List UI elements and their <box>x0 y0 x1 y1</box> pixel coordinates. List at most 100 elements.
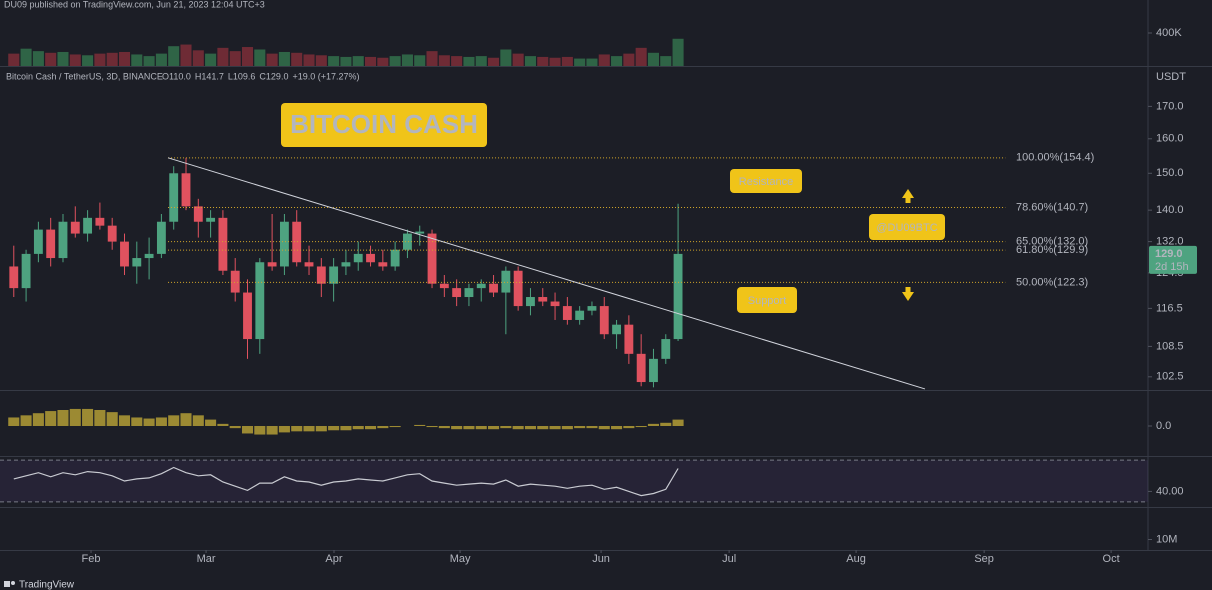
volume-bar <box>303 54 315 66</box>
macd-bar <box>205 419 217 426</box>
macd-bar <box>8 417 20 426</box>
arrow-up <box>905 197 911 203</box>
candle-body <box>304 262 314 267</box>
macd-bar <box>45 411 57 426</box>
candle-body <box>193 206 203 222</box>
volume-bar <box>451 56 463 66</box>
candle-body <box>649 358 658 383</box>
rsi-line <box>13 466 679 497</box>
volume-bar <box>340 56 352 66</box>
currency: USDT <box>1156 71 1186 83</box>
x-tick-label: Apr <box>325 553 342 565</box>
candle-body <box>95 217 105 226</box>
macd-bar <box>94 410 106 426</box>
candle-body <box>489 283 498 293</box>
candle-body <box>575 310 585 320</box>
volume-bar <box>524 56 536 66</box>
candle-body <box>58 221 68 259</box>
arrow-down <box>905 287 911 293</box>
volume-bar <box>69 54 81 66</box>
candle-body <box>562 306 572 320</box>
volume-bar <box>82 55 94 66</box>
macd-bar <box>524 426 536 430</box>
candle-body <box>156 221 166 254</box>
macd-bar <box>20 415 32 426</box>
volume-bar <box>291 52 303 66</box>
macd-bar <box>586 426 598 429</box>
annotation-box <box>730 169 802 193</box>
candle-body <box>70 221 80 234</box>
macd-bar <box>463 426 475 430</box>
macd-bar <box>438 426 450 429</box>
candle-body <box>120 241 129 267</box>
footer: TradingView <box>19 580 75 590</box>
volume-bar <box>414 55 426 66</box>
volume-bar <box>623 53 635 66</box>
macd-bar <box>512 426 524 430</box>
candle-body <box>403 233 412 250</box>
volume-bar <box>561 56 573 66</box>
macd-bar <box>192 415 204 426</box>
candle-body <box>439 283 449 289</box>
x-tick-label: Aug <box>846 553 866 565</box>
volume-bar <box>192 50 204 66</box>
volume-bar <box>475 56 487 66</box>
y-tick-label: 150.0 <box>1156 167 1184 179</box>
volume-bar <box>660 56 672 66</box>
candle-body <box>673 253 683 340</box>
macd-bar <box>278 426 290 433</box>
y-tick-label: 400K <box>1156 27 1182 39</box>
volume-bar <box>549 57 561 66</box>
macd-bar <box>500 426 512 429</box>
annotation: @DU09BTC <box>876 222 937 234</box>
candle-body <box>181 173 191 207</box>
volume-bar <box>266 53 278 66</box>
volume-bar <box>94 53 106 66</box>
volume-bar <box>229 51 241 66</box>
volume-bar <box>106 52 118 66</box>
macd-bar <box>647 423 660 426</box>
pane-borders <box>0 0 1212 551</box>
macd-bar <box>106 412 118 426</box>
candle-body <box>550 301 560 307</box>
arrow-down <box>902 292 914 301</box>
volume-bar <box>463 56 475 66</box>
fib-label: 50.00%(122.3) <box>1016 276 1088 288</box>
candle-body <box>243 292 252 340</box>
macd-bar <box>426 426 438 428</box>
ohlc-label: L109.6 <box>228 71 256 81</box>
candle-body <box>612 324 621 335</box>
candle-body <box>83 217 93 234</box>
y-tick-label: 10M <box>1156 533 1177 545</box>
macd-bar <box>611 426 623 430</box>
candle-body <box>255 262 265 340</box>
volume-bar <box>537 56 549 66</box>
y-tick-label: 40.00 <box>1156 485 1184 497</box>
volume-bar <box>635 47 647 66</box>
volume-bar <box>131 54 143 66</box>
macd-bar <box>82 408 94 426</box>
x-tick-label: Feb <box>82 553 101 565</box>
volume-bar <box>389 56 401 66</box>
candle-body <box>169 173 179 222</box>
candle-body <box>267 262 277 267</box>
candle-body <box>144 253 154 259</box>
volume-bar <box>143 56 155 66</box>
symbol: Bitcoin Cash / TetherUS, 3D, BINANCE <box>6 71 163 81</box>
macd-bar <box>451 426 463 430</box>
macd-bar <box>598 426 610 430</box>
volume-bar <box>574 58 586 66</box>
macd-bar <box>118 415 131 426</box>
volume-bar <box>611 56 623 66</box>
volume-bar <box>598 54 610 66</box>
macd-bar <box>364 426 377 430</box>
fib-label: 78.60%(140.7) <box>1016 201 1088 213</box>
volume-bar <box>438 55 450 66</box>
macd-bar <box>389 426 401 428</box>
fib-label: 65.00%(132.0) <box>1016 236 1088 248</box>
volume-bar <box>672 38 684 66</box>
macd-bar <box>561 426 573 430</box>
macd-bar <box>660 422 672 426</box>
macd-bar <box>229 426 241 429</box>
logo-part <box>11 581 15 585</box>
